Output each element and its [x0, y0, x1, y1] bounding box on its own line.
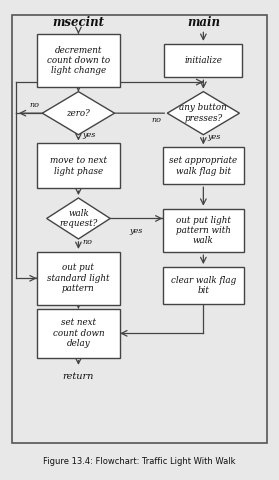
Text: yes: yes: [130, 227, 143, 235]
Text: any button
presses?: any button presses?: [179, 104, 227, 123]
Text: zero?: zero?: [66, 108, 90, 118]
Text: walk
request?: walk request?: [59, 209, 98, 228]
Text: decrement
count down to
light change: decrement count down to light change: [47, 46, 110, 75]
FancyBboxPatch shape: [163, 147, 244, 184]
FancyBboxPatch shape: [37, 252, 120, 305]
Text: out put
standard light
pattern: out put standard light pattern: [47, 264, 110, 293]
Polygon shape: [47, 198, 110, 239]
Text: set appropriate
walk flag bit: set appropriate walk flag bit: [169, 156, 237, 176]
Text: out put light
pattern with
walk: out put light pattern with walk: [176, 216, 231, 245]
Text: no: no: [29, 100, 39, 108]
FancyBboxPatch shape: [37, 34, 120, 87]
Text: yes: yes: [207, 133, 220, 141]
FancyBboxPatch shape: [163, 209, 244, 252]
FancyBboxPatch shape: [37, 309, 120, 358]
Text: initialize: initialize: [184, 56, 222, 65]
Polygon shape: [42, 92, 114, 135]
FancyBboxPatch shape: [165, 44, 242, 77]
Text: clear walk flag
bit: clear walk flag bit: [171, 276, 236, 295]
Text: move to next
light phase: move to next light phase: [50, 156, 107, 176]
FancyBboxPatch shape: [37, 144, 120, 188]
Polygon shape: [167, 92, 239, 135]
Text: msecint: msecint: [52, 16, 104, 29]
Text: no: no: [151, 116, 161, 124]
Text: return: return: [63, 372, 94, 381]
Text: main: main: [187, 16, 220, 29]
Text: no: no: [82, 238, 92, 246]
Text: Figure 13.4: Flowchart: Traffic Light With Walk: Figure 13.4: Flowchart: Traffic Light Wi…: [43, 456, 236, 466]
Text: set next
count down
delay: set next count down delay: [53, 318, 104, 348]
Text: yes: yes: [82, 131, 95, 139]
FancyBboxPatch shape: [163, 267, 244, 304]
